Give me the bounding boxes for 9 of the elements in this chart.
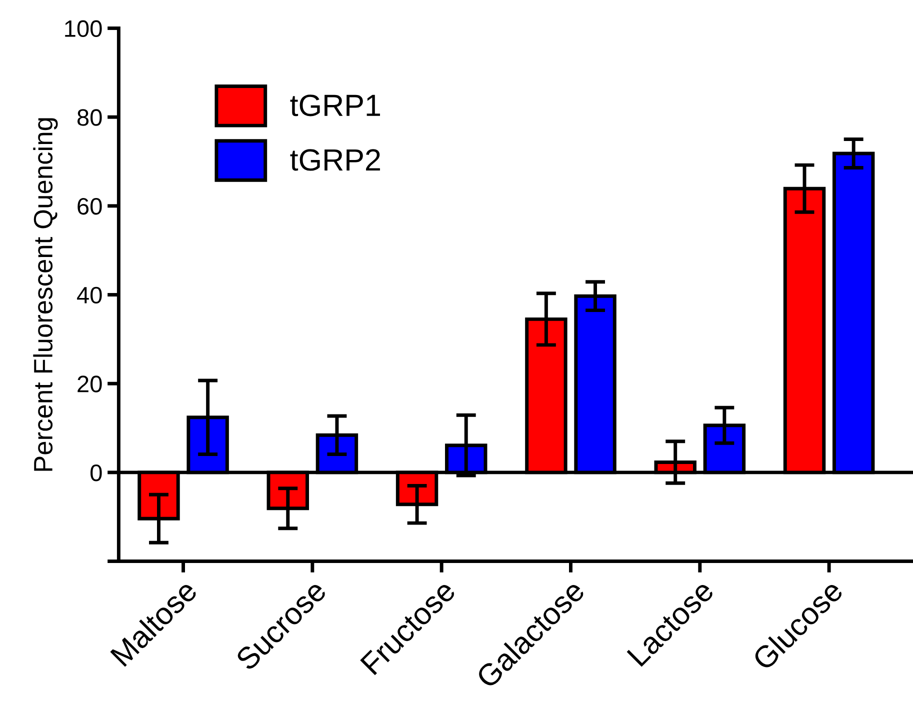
legend-label: tGRP2: [290, 149, 380, 171]
y-tick-label: 40: [77, 286, 102, 304]
y-tick-label: 80: [77, 109, 102, 126]
y-tick-label: 60: [78, 198, 102, 215]
y-axis-title: Percent Fluorescent Quencing: [33, 118, 58, 471]
legend-label: tGRP1: [290, 94, 380, 116]
y-tick-label: 100: [65, 20, 102, 38]
y-tick-label: 0: [90, 464, 102, 482]
y-tick-label: 20: [78, 376, 102, 392]
